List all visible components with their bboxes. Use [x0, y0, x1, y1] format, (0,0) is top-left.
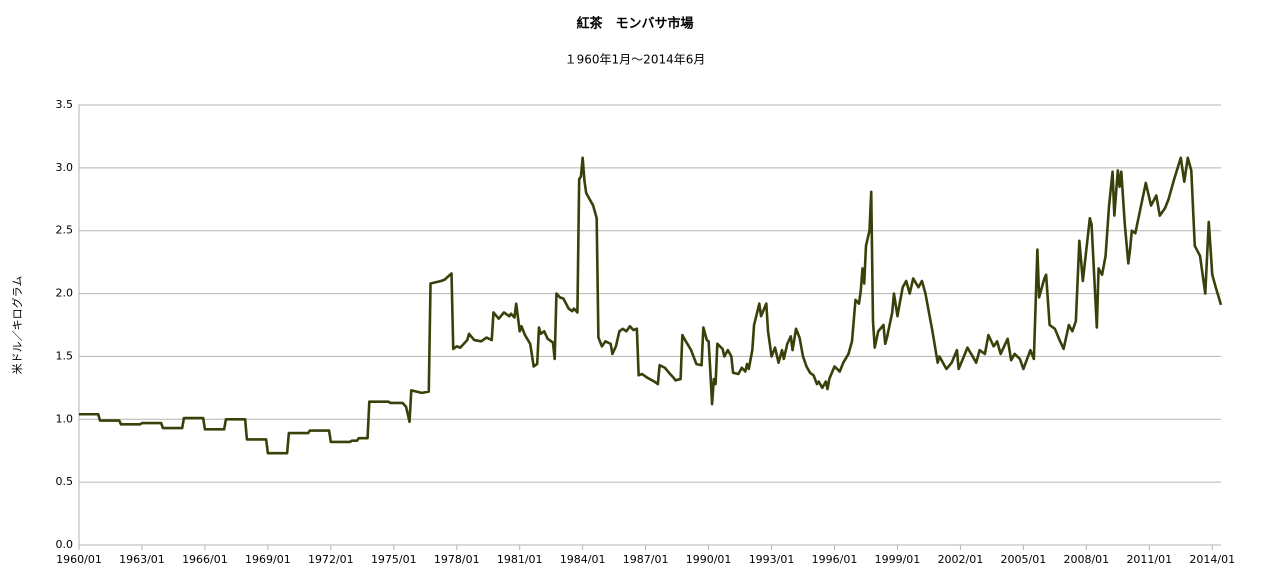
x-tick-label: 1984/01 — [560, 553, 606, 566]
x-tick-label: 1975/01 — [371, 553, 417, 566]
x-tick-label: 2008/01 — [1063, 553, 1109, 566]
y-tick-label: 3.0 — [56, 161, 74, 174]
y-tick-label: 1.5 — [56, 349, 74, 362]
x-tick-label: 1963/01 — [119, 553, 165, 566]
x-tick-label: 1996/01 — [812, 553, 858, 566]
x-tick-label: 1960/01 — [56, 553, 102, 566]
chart-title: 紅茶 モンバサ市場 — [576, 16, 693, 32]
x-tick-label: 1966/01 — [182, 553, 228, 566]
x-tick-label: 2005/01 — [1001, 553, 1047, 566]
x-tick-label: 1969/01 — [245, 553, 291, 566]
x-tick-label: 1990/01 — [686, 553, 732, 566]
x-tick-label: 1987/01 — [623, 553, 669, 566]
x-tick-label: 1999/01 — [875, 553, 921, 566]
chart-subtitle: １960年1月～2014年6月 — [565, 53, 706, 67]
y-tick-label: 1.0 — [56, 412, 74, 425]
y-tick-label: 2.0 — [56, 287, 74, 300]
x-tick-label: 1981/01 — [497, 553, 543, 566]
data-line — [79, 156, 1223, 455]
x-tick-label: 1993/01 — [749, 553, 795, 566]
x-tick-label: 2014/01 — [1189, 553, 1235, 566]
x-tick-label: 2011/01 — [1126, 553, 1172, 566]
x-tick-label: 1972/01 — [308, 553, 354, 566]
y-tick-label: 2.5 — [56, 224, 74, 237]
y-tick-label: 0.0 — [56, 538, 74, 551]
y-tick-label: 3.5 — [56, 98, 74, 111]
y-tick-label: 0.5 — [56, 475, 74, 488]
x-tick-label: 2002/01 — [938, 553, 984, 566]
y-axis-label: 米ドル／キログラム — [10, 276, 24, 375]
x-tick-label: 1978/01 — [434, 553, 480, 566]
